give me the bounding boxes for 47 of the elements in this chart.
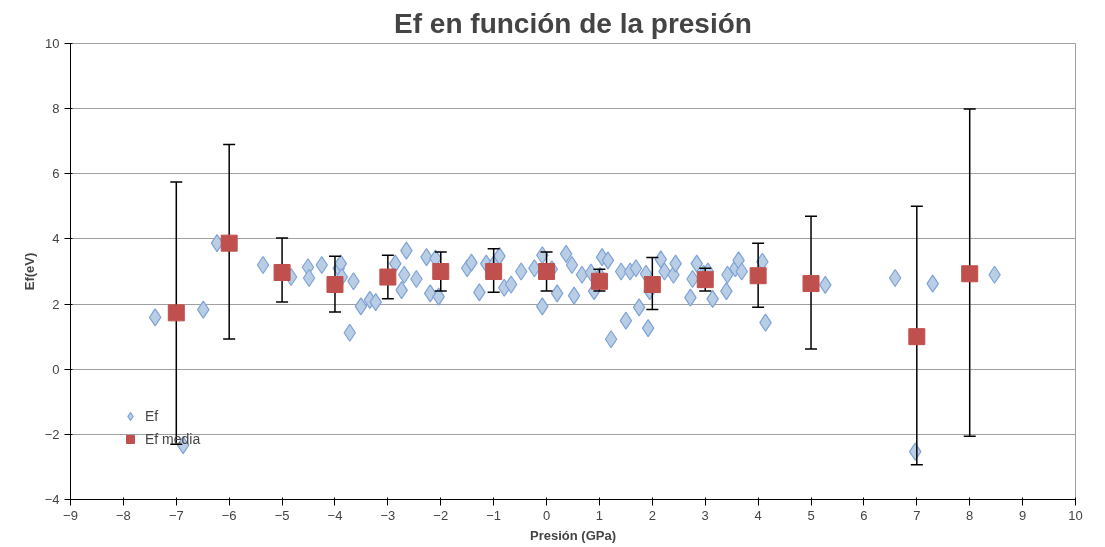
x-tick-label: 6 — [860, 507, 868, 523]
x-tick-label: 0 — [542, 507, 551, 523]
point — [273, 263, 291, 281]
x-tick-label: −2 — [433, 507, 449, 523]
point — [538, 263, 556, 280]
y-tick-label: 0 — [52, 361, 60, 377]
point — [326, 276, 344, 294]
x-tick-label: 10 — [1068, 507, 1083, 523]
y-tick-label: −2 — [44, 426, 60, 442]
point — [696, 271, 714, 289]
point — [643, 276, 661, 294]
x-tick-label: −3 — [380, 507, 396, 523]
y-axis-title: Ef(eV) — [21, 252, 37, 291]
x-tick-label: −4 — [327, 507, 343, 523]
y-tick-label: 8 — [52, 101, 60, 117]
x-tick-label: 2 — [648, 507, 656, 523]
y-tick-label: 4 — [52, 231, 60, 247]
point — [485, 263, 503, 280]
x-tick-label: −9 — [63, 507, 78, 523]
x-tick-label: 7 — [913, 507, 921, 523]
x-tick-label: 5 — [807, 507, 815, 523]
chart-title: Ef en función de la presión — [394, 7, 752, 39]
y-tick-label: 6 — [52, 166, 60, 182]
point — [961, 265, 979, 283]
y-tick-label: 2 — [52, 296, 60, 312]
point — [167, 304, 185, 322]
point — [749, 267, 767, 285]
y-tick-label: −4 — [44, 492, 60, 507]
x-tick-label: 9 — [1018, 507, 1027, 523]
point — [432, 263, 450, 280]
point — [908, 328, 926, 346]
point — [220, 234, 238, 252]
y-tick-label: 10 — [45, 36, 60, 51]
point — [379, 268, 397, 286]
x-tick-label: −8 — [115, 507, 131, 523]
point — [802, 275, 820, 293]
legend-label: Ef — [145, 408, 160, 424]
x-tick-label: 3 — [701, 507, 709, 523]
point — [590, 272, 608, 290]
x-tick-label: 4 — [754, 507, 762, 523]
x-tick-label: −1 — [486, 507, 502, 523]
x-axis-title: Presión (GPa) — [530, 527, 616, 543]
x-tick-label: 1 — [595, 507, 604, 523]
x-tick-label: 8 — [966, 507, 974, 523]
x-tick-label: −6 — [221, 507, 237, 523]
x-tick-label: −5 — [274, 507, 290, 523]
x-tick-label: −7 — [168, 507, 184, 523]
